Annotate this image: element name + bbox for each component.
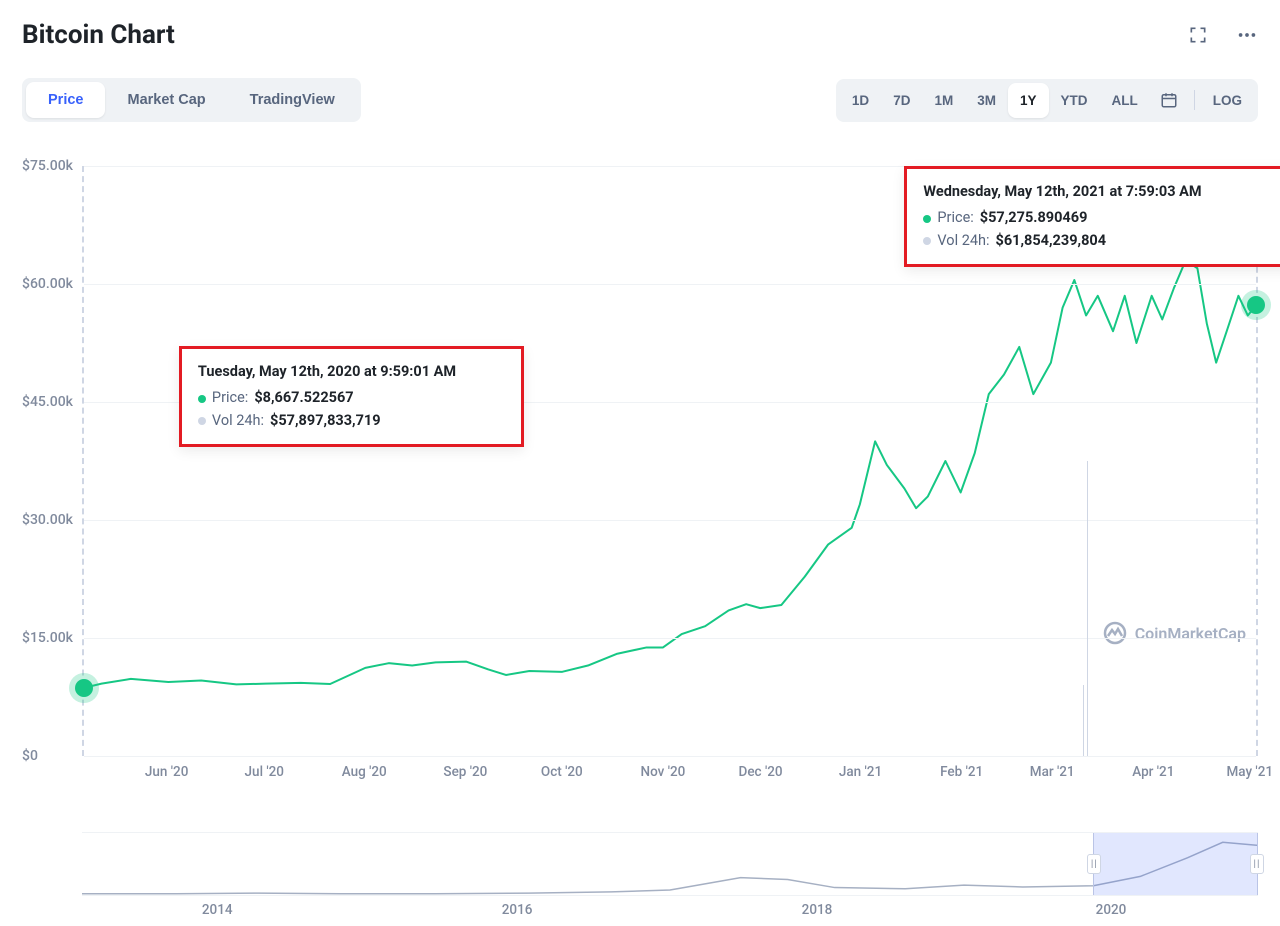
y-tick-label: $60.00k <box>22 276 73 292</box>
page-title: Bitcoin Chart <box>22 20 175 50</box>
range-ytd[interactable]: YTD <box>1049 83 1100 118</box>
x-tick-label: May '21 <box>1226 764 1273 780</box>
tooltip-vol-row: Vol 24h: $57,897,833,719 <box>198 410 505 432</box>
grid-line <box>84 756 1256 757</box>
overview-line <box>82 833 1258 895</box>
dot-icon <box>198 395 206 403</box>
brush-handle-left[interactable]: || <box>1087 854 1101 874</box>
tooltip-price-label: Price: <box>937 207 973 229</box>
x-tick-label: Sep '20 <box>443 764 487 780</box>
more-icon[interactable] <box>1236 24 1258 46</box>
overview-tick-label: 2014 <box>202 902 233 918</box>
tooltip-vol-value: $57,897,833,719 <box>270 410 381 432</box>
x-tick-label: Dec '20 <box>739 764 783 780</box>
x-tick-label: Aug '20 <box>342 764 387 780</box>
y-tick-label: $75.00k <box>22 158 73 174</box>
tab-price[interactable]: Price <box>26 82 105 118</box>
tooltip-date: Wednesday, May 12th, 2021 at 7:59:03 AM <box>923 181 1275 203</box>
x-tick-label: Jul '20 <box>245 764 284 780</box>
overview-tick-label: 2018 <box>802 902 833 918</box>
fullscreen-icon[interactable] <box>1188 25 1208 45</box>
overview-x-axis: 2014 2016 2018 2020 <box>82 902 1258 926</box>
range-1m[interactable]: 1M <box>922 83 965 118</box>
x-tick-label: Apr '21 <box>1132 764 1174 780</box>
x-tick-label: Mar '21 <box>1030 764 1075 780</box>
dot-icon <box>923 237 931 245</box>
range-7d[interactable]: 7D <box>881 83 922 118</box>
tooltip-vol-value: $61,854,239,804 <box>996 230 1107 252</box>
tooltip-vol-row: Vol 24h: $61,854,239,804 <box>923 230 1275 252</box>
grid-line <box>84 284 1256 285</box>
x-tick-label: Jun '20 <box>145 764 189 780</box>
tooltip-date: Tuesday, May 12th, 2020 at 9:59:01 AM <box>198 361 505 383</box>
controls: Price Market Cap TradingView 1D 7D 1M 3M… <box>22 78 1258 122</box>
tab-market-cap[interactable]: Market Cap <box>105 82 227 118</box>
header: Bitcoin Chart <box>22 20 1258 50</box>
price-chart: $75.00k$60.00k$45.00k$30.00k$15.00k$0 Co… <box>22 166 1258 794</box>
tooltip-price-label: Price: <box>212 387 248 409</box>
dot-icon <box>923 215 931 223</box>
divider <box>1194 90 1195 110</box>
dot-icon <box>198 417 206 425</box>
x-tick-label: Jan '21 <box>839 764 882 780</box>
range-log[interactable]: LOG <box>1201 83 1254 118</box>
tooltip-vol-label: Vol 24h: <box>937 230 989 252</box>
tab-tradingview[interactable]: TradingView <box>228 82 357 118</box>
x-tick-label: Feb '21 <box>940 764 983 780</box>
price-marker <box>1247 296 1265 314</box>
x-tick-label: Nov '20 <box>641 764 686 780</box>
brush-selection[interactable]: || || <box>1093 833 1258 895</box>
brush-handle-right[interactable]: || <box>1250 854 1264 874</box>
tooltip-price-value: $57,275.890469 <box>980 207 1088 229</box>
x-tick-label: Oct '20 <box>541 764 583 780</box>
overview-brush[interactable]: || || <box>82 832 1258 896</box>
overview-tick-label: 2016 <box>502 902 533 918</box>
range-all[interactable]: ALL <box>1100 83 1150 118</box>
range-1d[interactable]: 1D <box>840 83 881 118</box>
price-marker <box>75 679 93 697</box>
watermark: CoinMarketCap <box>1103 621 1246 645</box>
y-tick-label: $0 <box>22 748 38 764</box>
tooltip-price-value: $8,667.522567 <box>254 387 353 409</box>
y-tick-label: $45.00k <box>22 394 73 410</box>
header-actions <box>1188 24 1258 46</box>
price-tooltip: Tuesday, May 12th, 2020 at 9:59:01 AM Pri… <box>179 346 524 447</box>
watermark-text: CoinMarketCap <box>1135 624 1246 643</box>
tooltip-price-row: Price: $8,667.522567 <box>198 387 505 409</box>
grid-line <box>84 638 1256 639</box>
range-3m[interactable]: 3M <box>965 83 1008 118</box>
range-tabs: 1D 7D 1M 3M 1Y YTD ALL LOG <box>836 79 1258 122</box>
range-1y[interactable]: 1Y <box>1008 83 1049 118</box>
grid-line <box>84 520 1256 521</box>
x-axis: Jun '20 Jul '20 Aug '20 Sep '20 Oct '20 Nov '… <box>82 764 1258 794</box>
tooltip-price-row: Price: $57,275.890469 <box>923 207 1275 229</box>
price-tooltip: Wednesday, May 12th, 2021 at 7:59:03 AM P… <box>904 166 1280 267</box>
calendar-icon[interactable] <box>1150 91 1188 109</box>
volume-bar <box>1083 685 1084 756</box>
plot-area[interactable]: CoinMarketCap Tuesday, May 12th, 2020 at… <box>82 166 1258 756</box>
y-tick-label: $15.00k <box>22 630 73 646</box>
y-tick-label: $30.00k <box>22 512 73 528</box>
volume-bar <box>1087 461 1088 756</box>
tooltip-vol-label: Vol 24h: <box>212 410 264 432</box>
chart-type-tabs: Price Market Cap TradingView <box>22 78 361 122</box>
overview-tick-label: 2020 <box>1096 902 1127 918</box>
